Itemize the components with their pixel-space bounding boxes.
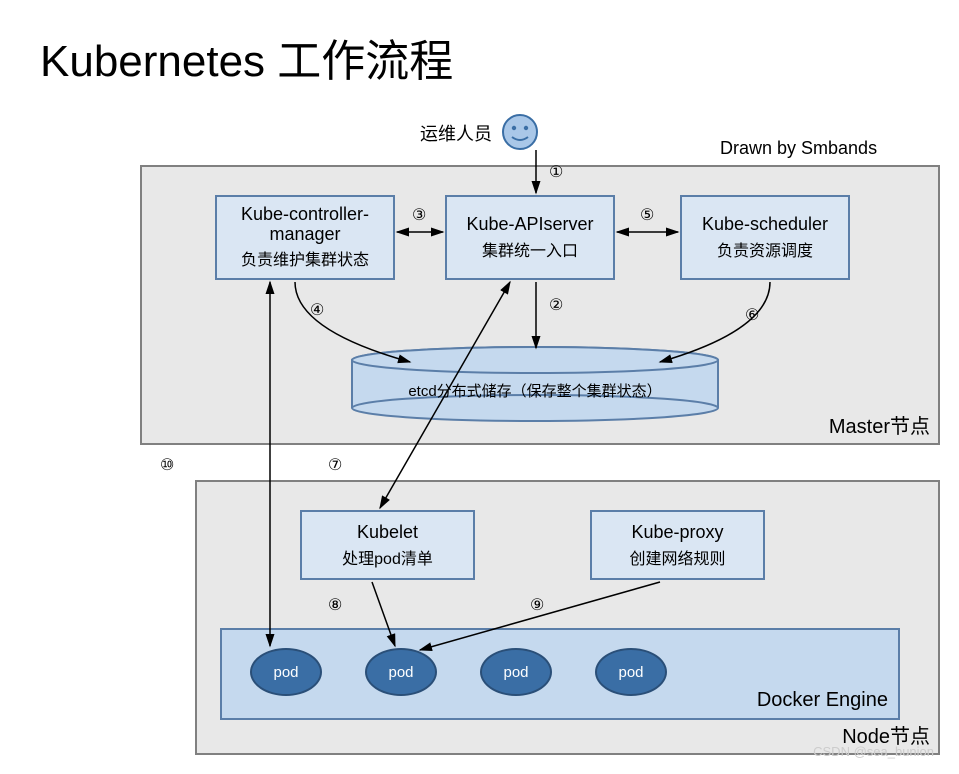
operator-label: 运维人员: [420, 120, 492, 146]
controller-sub: 负责维护集群状态: [241, 246, 369, 270]
scheduler-box: Kube-scheduler 负责资源调度: [680, 195, 850, 280]
kubeproxy-sub: 创建网络规则: [629, 545, 725, 569]
docker-engine-label: Docker Engine: [757, 689, 888, 712]
step-5: ⑤: [640, 205, 654, 225]
apiserver-box: Kube-APIserver 集群统一入口: [445, 195, 615, 280]
etcd-cylinder: etcd分布式储存（保存整个集群状态）: [350, 346, 720, 424]
step-9: ⑨: [530, 595, 544, 615]
step-3: ③: [412, 205, 426, 225]
watermark-label: CSDN @sea_bunion: [813, 744, 934, 759]
page-title: Kubernetes 工作流程: [40, 25, 453, 89]
scheduler-title: Kube-scheduler: [702, 214, 828, 235]
kubeproxy-box: Kube-proxy 创建网络规则: [590, 510, 765, 580]
controller-title-2: manager: [269, 224, 340, 244]
docker-engine-box: Docker Engine: [220, 628, 900, 720]
pod-4: pod: [595, 648, 667, 696]
kubelet-sub: 处理pod清单: [342, 545, 433, 569]
controller-manager-box: Kube-controller- manager 负责维护集群状态: [215, 195, 395, 280]
pod-1: pod: [250, 648, 322, 696]
apiserver-sub: 集群统一入口: [482, 237, 578, 261]
smiley-icon: [500, 112, 540, 152]
step-8: ⑧: [328, 595, 342, 615]
kubeproxy-title: Kube-proxy: [631, 522, 723, 543]
attribution-label: Drawn by Smbands: [720, 138, 877, 159]
etcd-label: etcd分布式储存（保存整个集群状态）: [408, 383, 661, 400]
pod-2: pod: [365, 648, 437, 696]
controller-title-1: Kube-controller-: [241, 204, 369, 224]
pod-3: pod: [480, 648, 552, 696]
step-7: ⑦: [328, 455, 342, 475]
step-4: ④: [310, 300, 324, 320]
step-1: ①: [549, 162, 563, 182]
apiserver-title: Kube-APIserver: [466, 214, 593, 235]
step-10: ⑩: [160, 455, 174, 475]
kubelet-box: Kubelet 处理pod清单: [300, 510, 475, 580]
scheduler-sub: 负责资源调度: [717, 237, 813, 261]
step-6: ⑥: [745, 305, 759, 325]
kubelet-title: Kubelet: [357, 522, 418, 543]
step-2: ②: [549, 295, 563, 315]
master-panel-label: Master节点: [829, 410, 930, 439]
